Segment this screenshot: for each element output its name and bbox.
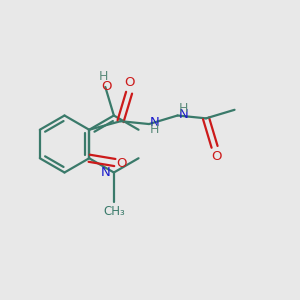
Text: H: H (179, 102, 188, 116)
Text: H: H (99, 70, 109, 83)
Text: N: N (150, 116, 159, 129)
Text: N: N (100, 166, 110, 179)
Text: CH₃: CH₃ (103, 205, 125, 218)
Text: H: H (150, 123, 159, 136)
Text: O: O (116, 157, 127, 169)
Text: O: O (124, 76, 134, 89)
Text: N: N (179, 107, 188, 121)
Text: O: O (102, 80, 112, 93)
Text: O: O (211, 150, 221, 164)
